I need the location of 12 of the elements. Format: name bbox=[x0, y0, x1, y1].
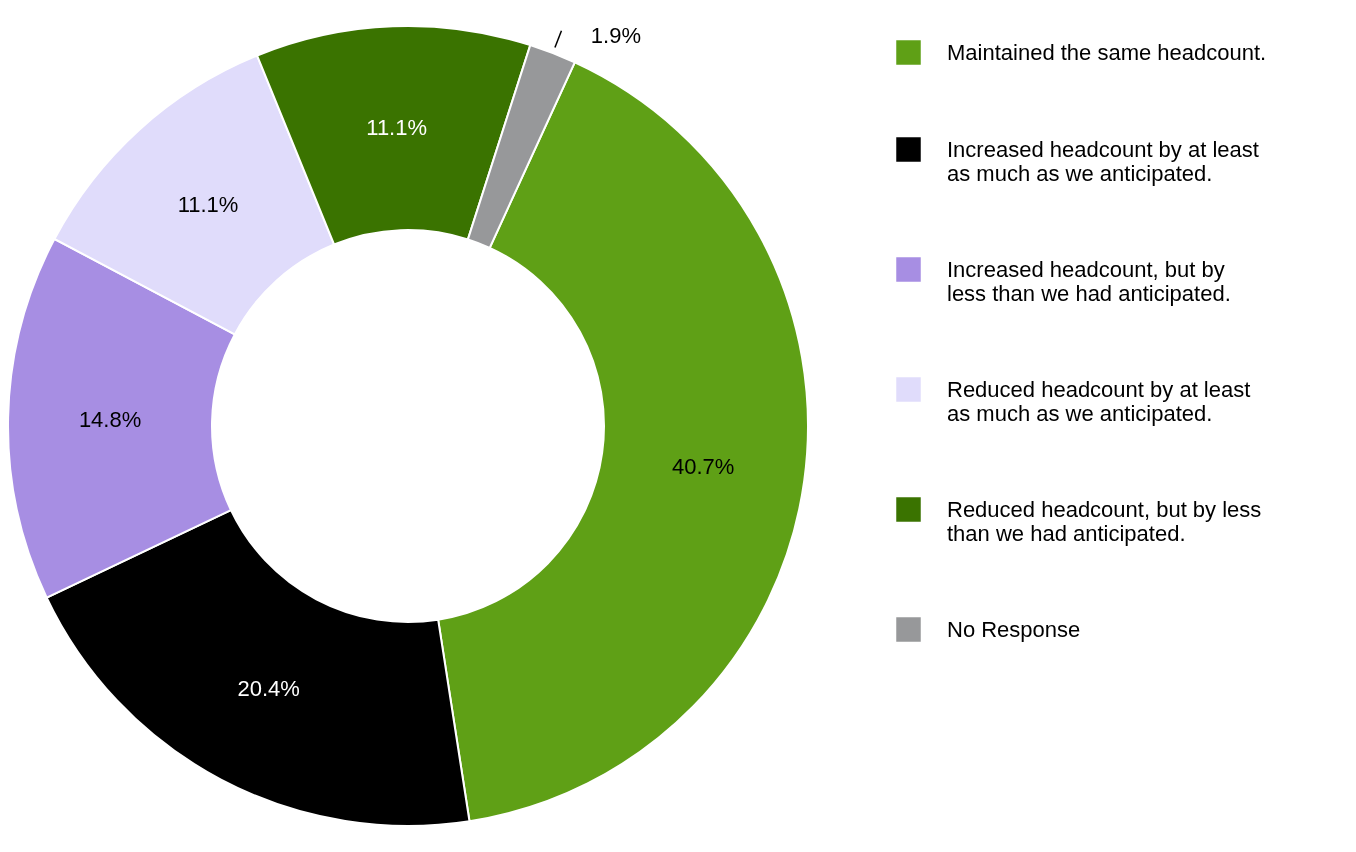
data-label: 11.1% bbox=[177, 192, 239, 218]
data-label: 11.1% bbox=[366, 115, 428, 141]
data-label: 1.9% bbox=[590, 22, 641, 48]
legend-label: Increased headcount, but by less than we had anticipated. bbox=[947, 256, 1231, 306]
legend-label: Reduced headcount by at least as much as we anticipated. bbox=[947, 376, 1251, 426]
legend-label: Maintained the same headcount. bbox=[947, 39, 1267, 65]
data-label: 20.4% bbox=[237, 676, 300, 702]
legend-label: Increased headcount by at least as much as we anticipated. bbox=[947, 136, 1259, 186]
data-label: 14.8% bbox=[78, 406, 142, 432]
legend-label: No Response bbox=[947, 616, 1081, 642]
data-label: 40.7% bbox=[671, 453, 735, 479]
legend-label: Reduced headcount, but by less than we had anticipated. bbox=[947, 496, 1262, 546]
